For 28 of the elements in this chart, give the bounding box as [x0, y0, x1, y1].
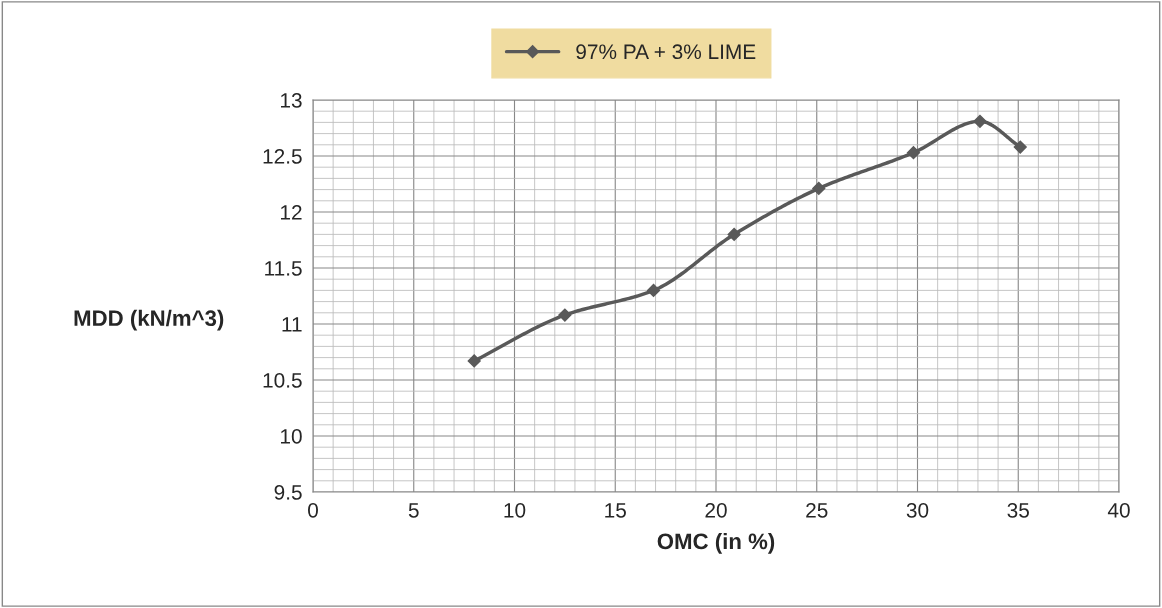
- x-tick-label: 30: [906, 502, 929, 518]
- point: [1013, 140, 1027, 154]
- point: [646, 283, 661, 297]
- x-axis-title: OMC (in %): [657, 532, 775, 554]
- y-tick-label: 10: [281, 429, 302, 444]
- point: [812, 181, 826, 196]
- y-tick-label: 13: [281, 93, 302, 108]
- legend-label: 97% PA + 3% LIME: [576, 44, 756, 60]
- x-tick-label: 10: [504, 502, 526, 518]
- point: [973, 114, 987, 128]
- x-tick-label: 15: [605, 503, 626, 518]
- point: [467, 354, 481, 368]
- x-tick-label: 35: [1007, 502, 1029, 518]
- point: [727, 227, 741, 241]
- x-tick-label: 0: [308, 502, 318, 518]
- y-tick-label: 12.5: [263, 149, 302, 164]
- point: [558, 308, 572, 322]
- x-tick-label: 5: [408, 503, 419, 518]
- y-axis-title: MDD (kN/m^3): [74, 309, 224, 331]
- y-tick-label: 11.5: [265, 261, 302, 276]
- y-tick-label: 11: [282, 317, 302, 332]
- x-tick-label: 20: [705, 502, 727, 518]
- x-tick-label: 40: [1107, 502, 1130, 518]
- y-tick-label: 9.5: [274, 485, 302, 500]
- point: [906, 146, 921, 160]
- y-tick-label: 12: [281, 205, 302, 220]
- y-tick-label: 10.5: [263, 373, 302, 388]
- x-tick-label: 25: [806, 502, 828, 518]
